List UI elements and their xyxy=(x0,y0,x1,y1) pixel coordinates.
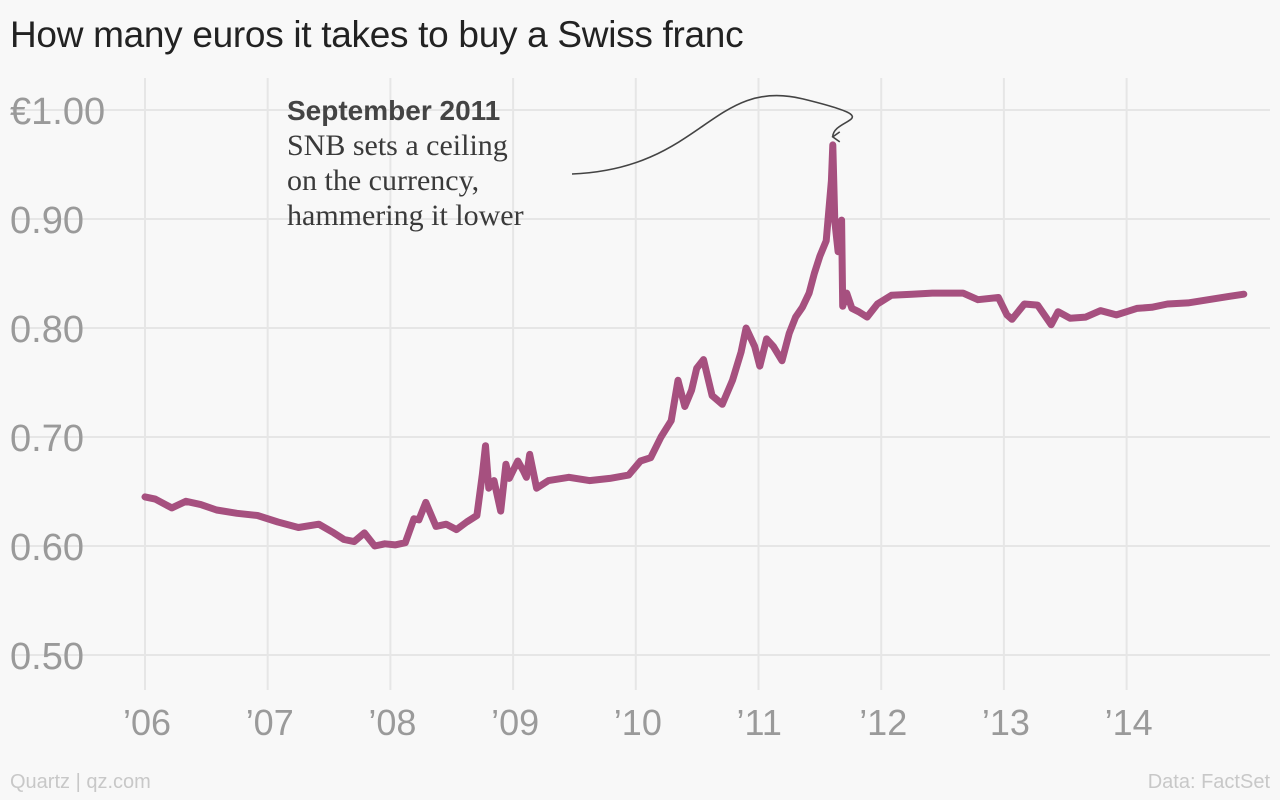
annotation: September 2011 SNB sets a ceiling on the… xyxy=(287,93,524,233)
y-tick-label: €1.00 xyxy=(10,91,105,133)
x-tick-label: ’07 xyxy=(246,702,294,743)
x-tick-label: ’14 xyxy=(1105,702,1153,743)
y-tick-label: 0.60 xyxy=(10,527,84,569)
annotation-text: SNB sets a ceiling on the currency, hamm… xyxy=(287,129,524,232)
x-tick-label: ’09 xyxy=(491,702,539,743)
data-source: Data: FactSet xyxy=(1147,771,1270,793)
y-tick-label: 0.80 xyxy=(10,309,84,351)
x-axis-ticks: ’06 ’07 ’08 ’09 ’10 ’11 ’12 ’13 ’14 xyxy=(123,702,1153,743)
annotation-arrow xyxy=(571,94,854,175)
x-tick-label: ’06 xyxy=(123,702,171,743)
annotation-title: September 2011 xyxy=(287,95,501,126)
y-tick-label: 0.70 xyxy=(10,418,84,460)
y-tick-label: 0.90 xyxy=(10,200,84,242)
y-tick-label: 0.50 xyxy=(10,636,84,678)
chart-title: How many euros it takes to buy a Swiss f… xyxy=(10,14,744,55)
x-tick-label: ’13 xyxy=(982,702,1030,743)
x-tick-label: ’08 xyxy=(368,702,416,743)
y-axis-ticks: €1.00 0.90 0.80 0.70 0.60 0.50 xyxy=(10,91,105,678)
x-tick-label: ’10 xyxy=(614,702,662,743)
x-tick-label: ’11 xyxy=(737,702,782,743)
source-credit: Quartz | qz.com xyxy=(10,771,151,793)
x-tick-label: ’12 xyxy=(859,702,907,743)
grid-lines xyxy=(12,78,1270,690)
series-line xyxy=(141,141,1248,550)
